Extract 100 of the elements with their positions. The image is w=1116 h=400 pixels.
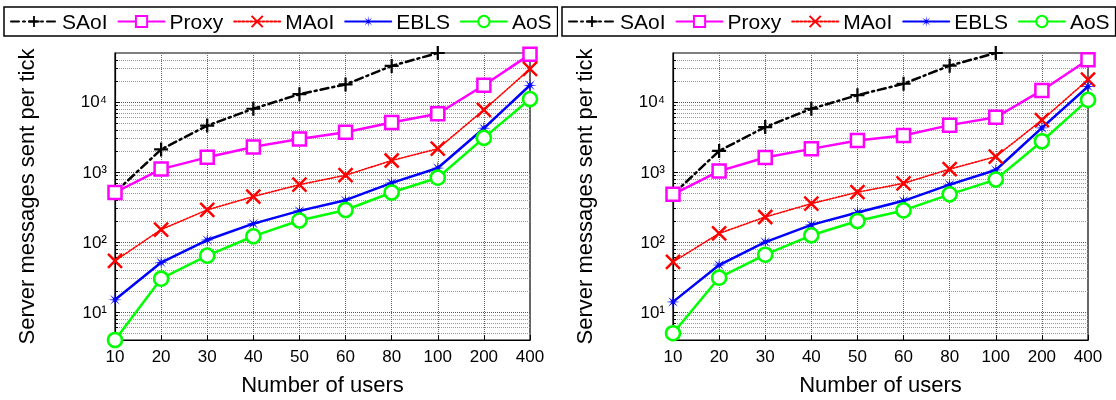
- x-tick-label: 100: [981, 347, 1010, 366]
- point: [106, 252, 124, 270]
- y-tick-label: 10²: [640, 232, 666, 252]
- point: [475, 101, 493, 119]
- x-tick-label: 80: [382, 347, 402, 366]
- x-tick-label: 200: [1027, 347, 1057, 366]
- x-tick-label: 400: [515, 347, 545, 366]
- point: [475, 129, 493, 147]
- point: [1080, 52, 1096, 68]
- point: [666, 294, 680, 309]
- point: [430, 105, 446, 122]
- y-tick-label: 10⁴: [638, 92, 665, 112]
- point: [711, 163, 727, 179]
- x-tick-label: 80: [940, 347, 960, 366]
- point: [895, 127, 912, 144]
- point: [664, 253, 682, 271]
- point: [1079, 91, 1097, 109]
- point: [291, 131, 308, 147]
- point: [429, 140, 447, 157]
- point: [710, 225, 728, 242]
- point: [198, 201, 216, 219]
- point: [941, 160, 958, 178]
- point: [710, 269, 728, 286]
- point: [292, 87, 307, 102]
- point: [383, 184, 400, 201]
- point: [246, 216, 261, 231]
- point: [337, 166, 354, 184]
- point: [849, 132, 866, 149]
- point: [154, 142, 169, 157]
- x-tick-label: 50: [289, 347, 309, 366]
- point: [152, 270, 170, 287]
- legend-label: Proxy: [169, 10, 224, 33]
- point: [712, 143, 727, 158]
- x-tick-label: 10: [663, 347, 683, 366]
- x-tick-label: 50: [847, 347, 867, 366]
- point: [337, 124, 354, 140]
- point: [1079, 71, 1097, 88]
- point: [941, 186, 958, 203]
- point: [383, 114, 400, 131]
- y-tick-label: 10²: [82, 232, 108, 252]
- x-tick-label: 400: [1073, 347, 1103, 366]
- point: [895, 202, 912, 219]
- point: [152, 221, 170, 238]
- point: [521, 60, 539, 78]
- point: [756, 246, 774, 263]
- x-axis-title: Number of users: [241, 371, 404, 397]
- point: [245, 228, 262, 245]
- point: [850, 88, 865, 103]
- point: [384, 58, 399, 73]
- point: [896, 76, 911, 91]
- legend-label: EBLS: [396, 10, 450, 33]
- point: [338, 77, 353, 92]
- point: [803, 195, 820, 212]
- x-tick-label: 20: [151, 347, 171, 366]
- x-tick-label: 40: [243, 347, 263, 366]
- point: [664, 324, 682, 342]
- x-axis-title: Number of users: [799, 371, 962, 397]
- point: [200, 118, 215, 133]
- point: [1034, 120, 1049, 135]
- legend-label: AoS: [1069, 10, 1110, 33]
- y-tick-label: 10¹: [82, 302, 108, 322]
- point: [153, 161, 169, 177]
- legend-label: MAoI: [843, 10, 893, 33]
- x-tick-label: 10: [105, 347, 125, 366]
- y-tick-label: 10¹: [640, 302, 666, 322]
- point: [521, 90, 539, 108]
- point: [245, 139, 262, 155]
- point: [803, 227, 820, 244]
- point: [429, 169, 447, 186]
- point: [849, 212, 866, 230]
- legend-label: SAoI: [620, 10, 666, 33]
- point: [757, 149, 773, 166]
- x-tick-label: 20: [709, 347, 729, 366]
- point: [383, 152, 400, 169]
- point: [987, 148, 1005, 165]
- point: [291, 176, 308, 193]
- point: [941, 117, 958, 133]
- x-tick-label: 60: [894, 347, 914, 366]
- x-tick-label: 200: [469, 347, 499, 366]
- legend-label: SAoI: [62, 10, 108, 33]
- point: [988, 46, 1003, 60]
- x-tick-label: 40: [801, 347, 821, 366]
- point: [942, 58, 957, 73]
- x-tick-label: 60: [336, 347, 356, 366]
- point: [1033, 132, 1051, 150]
- point: [895, 175, 912, 192]
- x-tick-label: 30: [755, 347, 775, 366]
- legend-label: EBLS: [954, 10, 1008, 33]
- point: [849, 183, 866, 201]
- y-tick-label: 10³: [82, 162, 108, 182]
- legend-label: Proxy: [727, 10, 782, 33]
- y-axis-title: Server messages sent per tick: [571, 47, 597, 345]
- point: [198, 247, 216, 264]
- x-tick-label: 30: [197, 347, 217, 366]
- legend-label: AoS: [511, 10, 552, 33]
- y-tick-label: 10³: [640, 162, 666, 182]
- point: [337, 201, 354, 219]
- point: [291, 212, 308, 229]
- point: [245, 188, 262, 205]
- point: [988, 109, 1004, 126]
